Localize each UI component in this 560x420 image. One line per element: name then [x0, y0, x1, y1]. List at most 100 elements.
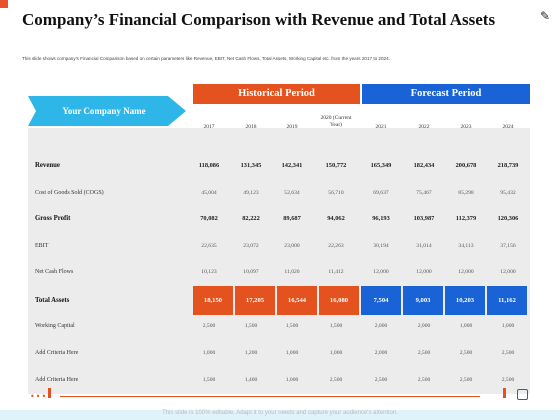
table-cell: 49,123 — [233, 183, 269, 203]
table-cell: 22,263 — [318, 236, 354, 256]
year-header-1: 2018 — [233, 124, 269, 131]
total-assets-cell: 18,150 — [193, 286, 233, 315]
table-cell: 30,194 — [363, 236, 399, 256]
table-cell: 1,000 — [318, 343, 354, 363]
row-label: Add Criteria Here — [35, 370, 78, 390]
table-cell: 2,500 — [191, 316, 227, 336]
table-cell: 182,434 — [406, 156, 442, 176]
row-label: Gross Profit — [35, 209, 70, 229]
year-header-row: 2017201820192020 (Current Year)202120222… — [0, 114, 560, 144]
table-cell: 165,349 — [363, 156, 399, 176]
table-cell: 85,298 — [448, 183, 484, 203]
table-cell: 23,072 — [233, 236, 269, 256]
table-cell: 1,500 — [191, 370, 227, 390]
table-cell: 200,678 — [448, 156, 484, 176]
table-cell: 95,432 — [490, 183, 526, 203]
table-cell: 34,113 — [448, 236, 484, 256]
table-cell: 2,000 — [363, 343, 399, 363]
table-cell: 1,500 — [318, 316, 354, 336]
table-cell: 12,000 — [406, 262, 442, 282]
table-cell: 22,635 — [191, 236, 227, 256]
table-cell: 31,014 — [406, 236, 442, 256]
table-row: Cost of Goods Sold (COGS) 45,004 49,12352,… — [28, 183, 530, 203]
table-cell: 52,634 — [274, 183, 310, 203]
corner-accent — [0, 0, 8, 8]
table-cell: 103,987 — [406, 209, 442, 229]
table-cell: 45,004 — [191, 183, 227, 203]
table-cell: 12,000 — [490, 262, 526, 282]
table-cell: 1,000 — [191, 343, 227, 363]
table-cell: 70,082 — [191, 209, 227, 229]
table-cell: 10,123 — [191, 262, 227, 282]
table-cell: 2,500 — [318, 370, 354, 390]
table-cell: 150,772 — [318, 156, 354, 176]
row-label: Working Capital — [35, 316, 75, 336]
table-cell: 1,000 — [274, 370, 310, 390]
row-label: Cost of Goods Sold (COGS) — [35, 183, 104, 203]
footer-mark-left — [48, 388, 51, 398]
dots-icon: ••• — [30, 392, 47, 401]
table-cell: 2,000 — [363, 316, 399, 336]
table-cell: 37,156 — [490, 236, 526, 256]
table-cell: 2,500 — [363, 370, 399, 390]
table-cell: 2,500 — [406, 343, 442, 363]
row-label: EBIT — [35, 236, 48, 256]
table-cell: 1,000 — [274, 343, 310, 363]
year-header-0: 2017 — [191, 124, 227, 131]
table-cell: 2,500 — [490, 370, 526, 390]
table-cell: 2,500 — [448, 370, 484, 390]
table-cell: 75,467 — [406, 183, 442, 203]
table-cell: 23,000 — [274, 236, 310, 256]
year-header-2: 2019 — [274, 124, 310, 131]
footer-divider — [60, 396, 480, 397]
page-subtitle: This slide shows company’s Financial Com… — [22, 56, 542, 62]
table-row: Total Assets18,15017,20516,54416,0807,50… — [28, 286, 530, 315]
table-cell: 2,000 — [406, 316, 442, 336]
year-header-3: 2020 (Current Year) — [318, 115, 354, 128]
forecast-period-header: Forecast Period — [362, 84, 530, 104]
historical-period-header: Historical Period — [193, 84, 360, 104]
total-assets-cell: 7,504 — [361, 286, 401, 315]
year-header-6: 2023 — [448, 124, 484, 131]
table-cell: 1,200 — [233, 343, 269, 363]
table-cell: 142,341 — [274, 156, 310, 176]
table-cell: 96,193 — [363, 209, 399, 229]
total-assets-cell: 9,003 — [403, 286, 443, 315]
row-label: Revenue — [35, 156, 60, 176]
table-cell: 94,062 — [318, 209, 354, 229]
table-row: Add Criteria Here 1,500 1,4001,000 2,500 2,5… — [28, 370, 530, 390]
table-cell: 12,000 — [363, 262, 399, 282]
table-cell: 12,000 — [448, 262, 484, 282]
table-row: EBIT 22,635 23,07223,000 22,263 30,194 31,014… — [28, 236, 530, 256]
table-cell: 2,500 — [490, 343, 526, 363]
page-title: Company’s Financial Comparison with Reve… — [22, 9, 542, 30]
table-cell: 69,637 — [363, 183, 399, 203]
table-cell: 11,020 — [274, 262, 310, 282]
table-cell: 218,739 — [490, 156, 526, 176]
table-row: Working Capital2,5001,5001,5001,5002,000… — [28, 316, 530, 336]
table-cell: 120,306 — [490, 209, 526, 229]
table-cell: 11,412 — [318, 262, 354, 282]
total-assets-cell: 16,080 — [319, 286, 359, 315]
table-row: Add Criteria Here1,0001,2001,0001,0002,0… — [28, 343, 530, 363]
table-cell: 89,687 — [274, 209, 310, 229]
row-label: Add Criteria Here — [35, 343, 78, 363]
footer-text: This slide is 100% editable. Adapt it to… — [0, 409, 560, 418]
table-cell: 131,345 — [233, 156, 269, 176]
table-cell: 1,500 — [233, 316, 269, 336]
total-assets-cell: 17,205 — [235, 286, 275, 315]
table-cell: 118,086 — [191, 156, 227, 176]
table-row: Net Cash Flows10,12310,09711,02011,41212… — [28, 262, 530, 282]
table-cell: 82,222 — [233, 209, 269, 229]
table-cell: 2,500 — [448, 343, 484, 363]
table-cell: 2,500 — [406, 370, 442, 390]
table-cell: 1,500 — [274, 316, 310, 336]
table-row: Gross Profit 70,082 82,22289,687 94,062 96,1… — [28, 209, 530, 229]
year-header-4: 2021 — [363, 124, 399, 131]
table-cell: 1,400 — [233, 370, 269, 390]
row-label: Total Assets — [35, 286, 69, 315]
year-header-7: 2024 — [490, 124, 526, 131]
table-row: Revenue 118,086 131,345142,341 150,772 165,3… — [28, 156, 530, 176]
table-cell: 1,000 — [490, 316, 526, 336]
total-assets-cell: 11,162 — [487, 286, 527, 315]
